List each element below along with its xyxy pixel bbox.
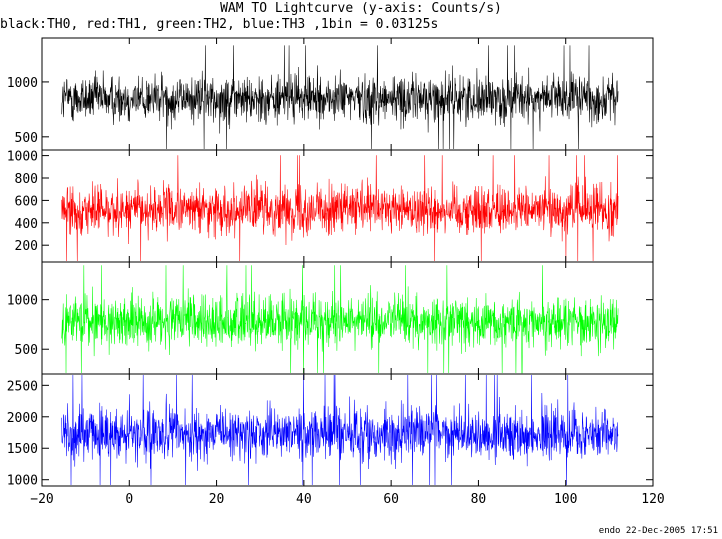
panel-TH1-ytick-label: 800 [15, 172, 38, 187]
series-TH3-line [61, 374, 619, 486]
panel-TH0-frame [41, 37, 654, 151]
panel-TH2-ytick-label: 1000 [7, 294, 38, 309]
chart-title: WAM TO Lightcurve (y-axis: Counts/s) [220, 1, 502, 16]
xtick-label: 100 [554, 492, 577, 507]
panel-TH3-frame [41, 373, 654, 487]
panel-TH1-ytick-label: 200 [15, 239, 38, 254]
panel-TH0-ytick-label: 500 [15, 131, 38, 146]
panel-TH3-ytick-label: 1500 [7, 442, 38, 457]
panel-TH3-ytick-label: 1000 [7, 474, 38, 489]
xtick-label: 60 [383, 492, 399, 507]
panel-TH3-ytick-label: 2500 [7, 379, 38, 394]
series-TH0-line [61, 45, 619, 150]
xtick-label: 0 [125, 492, 133, 507]
series-TH1-line [61, 155, 619, 262]
footer-credit: endo 22-Dec-2005 17:51 [598, 526, 718, 536]
panel-TH1-ytick-label: 1000 [7, 150, 38, 165]
xtick-label: 80 [471, 492, 487, 507]
xtick-label: 20 [209, 492, 225, 507]
panel-TH1-ytick-label: 600 [15, 194, 38, 209]
xtick-label: −20 [30, 492, 53, 507]
series-TH2-line [61, 265, 619, 374]
panel-TH2-ytick-label: 500 [15, 343, 38, 358]
panel-TH0-ytick-label: 1000 [7, 76, 38, 91]
panel-TH1-ytick-label: 400 [15, 217, 38, 232]
panel-TH3-ytick-label: 2000 [7, 411, 38, 426]
xtick-label: 40 [296, 492, 312, 507]
xtick-label: 120 [641, 492, 664, 507]
chart-subtitle: black:TH0, red:TH1, green:TH2, blue:TH3 … [0, 17, 439, 32]
